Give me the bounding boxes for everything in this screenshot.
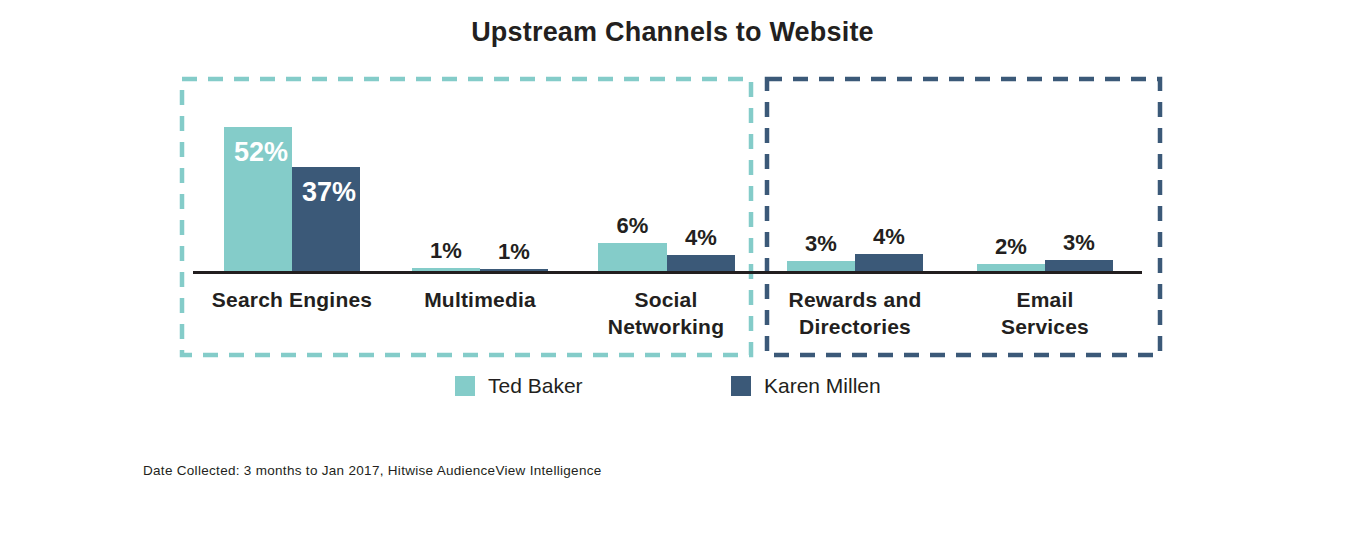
bar-value-label-karen-millen-4: 3% — [1029, 230, 1129, 256]
chart-canvas: Upstream Channels to Website 52%37%Searc… — [0, 0, 1345, 533]
bar-value-label-karen-millen-1: 1% — [464, 239, 564, 265]
legend-swatch-karen-millen — [731, 376, 751, 396]
bar-value-label-karen-millen-2: 4% — [651, 225, 751, 251]
category-label-4: EmailServices — [915, 286, 1175, 340]
legend-item-karen-millen: Karen Millen — [731, 374, 881, 398]
legend-item-ted-baker: Ted Baker — [455, 374, 583, 398]
bar-value-label-ted-baker-0: 52% — [234, 137, 288, 168]
source-note: Date Collected: 3 months to Jan 2017, Hi… — [143, 463, 602, 478]
legend-label-ted-baker: Ted Baker — [488, 374, 583, 398]
bar-value-label-karen-millen-0: 37% — [302, 177, 356, 208]
bar-value-label-karen-millen-3: 4% — [839, 224, 939, 250]
legend-label-karen-millen: Karen Millen — [764, 374, 881, 398]
legend-swatch-ted-baker — [455, 376, 475, 396]
x-axis-line — [193, 271, 1142, 274]
plot-area: 52%37%Search Engines1%1%Multimedia6%4%So… — [0, 0, 1345, 533]
